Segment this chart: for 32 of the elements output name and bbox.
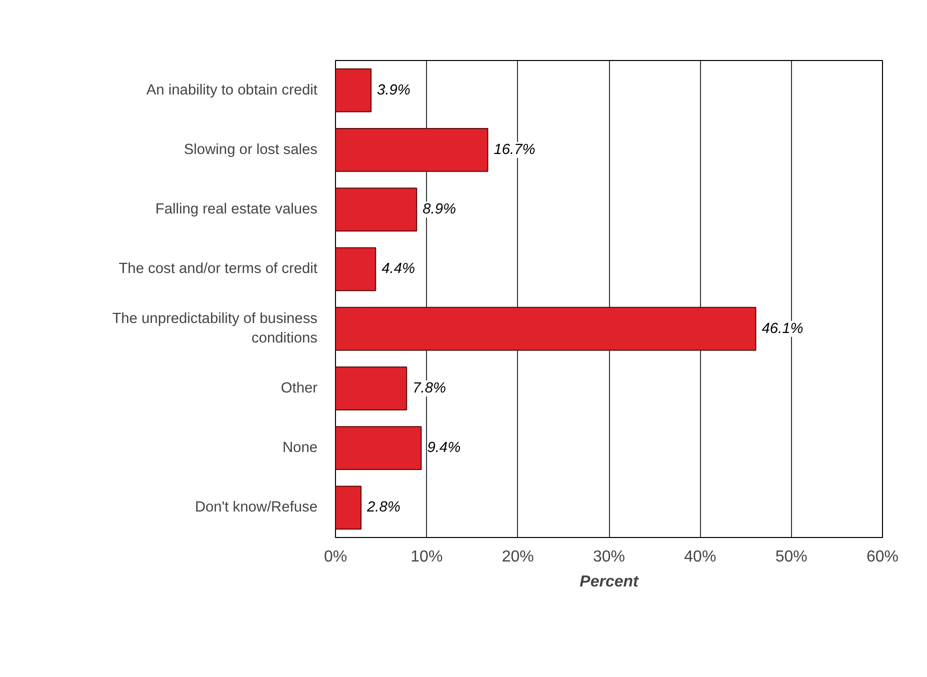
- y-tick-label: Other: [280, 380, 318, 396]
- y-tick-label: Slowing or lost sales: [184, 142, 318, 158]
- y-tick-label: None: [282, 440, 318, 456]
- x-tick-label: 60%: [866, 548, 899, 566]
- data-label: 4.4%: [382, 261, 416, 278]
- data-label: 3.9%: [377, 82, 410, 98]
- x-tick-label: 30%: [592, 548, 626, 566]
- bar: [336, 366, 408, 410]
- data-label: 8.9%: [422, 202, 456, 218]
- bar: [336, 68, 372, 112]
- x-tick-label: 40%: [684, 548, 716, 566]
- data-label: 46.1%: [762, 320, 804, 337]
- y-tick-label: The unpredictability of business conditions: [112, 311, 318, 346]
- y-tick-label: Falling real estate values: [155, 202, 318, 218]
- x-tick-label: 20%: [502, 548, 534, 566]
- bar: [336, 128, 488, 172]
- y-tick-label: An inability to obtain credit: [146, 82, 318, 98]
- x-axis-title: Percent: [580, 574, 640, 590]
- y-tick-label: The cost and/or terms of credit: [118, 261, 318, 278]
- bar: [336, 306, 756, 351]
- x-tick-label: 0%: [324, 548, 348, 566]
- data-label: 9.4%: [427, 440, 461, 456]
- data-label: 7.8%: [412, 380, 446, 396]
- y-tick-label: Don't know/Refuse: [194, 500, 318, 516]
- bar: [336, 188, 418, 232]
- data-label: 16.7%: [494, 142, 536, 158]
- x-tick-label: 50%: [775, 548, 808, 566]
- bar: [336, 426, 422, 470]
- x-tick-label: 10%: [410, 548, 443, 566]
- bar: [336, 247, 376, 292]
- bar: [336, 486, 362, 530]
- data-label: 2.8%: [366, 500, 400, 516]
